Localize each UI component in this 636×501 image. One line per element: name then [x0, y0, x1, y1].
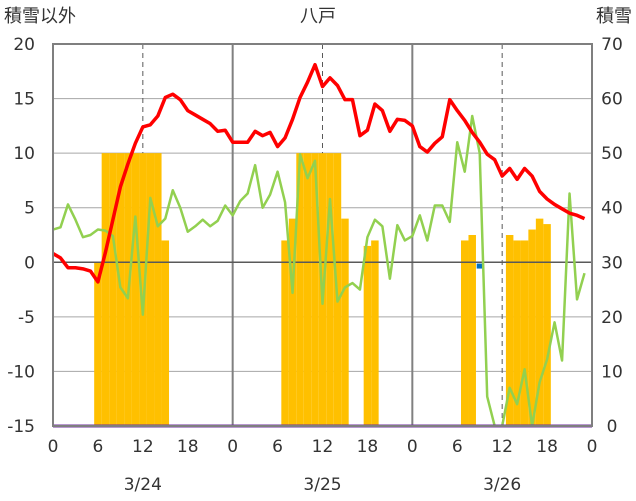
snow-bar — [513, 240, 521, 426]
x-tick-label: 18 — [177, 437, 199, 457]
y-left-tick-label: 20 — [13, 35, 35, 55]
snow-bar — [460, 240, 469, 426]
snow-bar — [94, 262, 102, 426]
snow-bar — [296, 153, 304, 426]
snow-bar — [139, 153, 147, 426]
plot-frame — [52, 43, 593, 427]
y-left-tick-label: 10 — [13, 144, 35, 164]
y-right-tick-label: 30 — [601, 253, 623, 273]
x-tick-label: 0 — [587, 437, 598, 457]
y-right-tick-label: 40 — [601, 199, 623, 219]
y-left-tick-label: 15 — [13, 90, 35, 110]
y-left-tick-label: -10 — [7, 362, 35, 382]
x-tick-label: 6 — [452, 437, 463, 457]
date-label: 3/26 — [483, 475, 521, 495]
snow-bar — [281, 240, 289, 426]
snow-bar — [303, 153, 312, 426]
y-left-tick-label: 0 — [24, 253, 35, 273]
plot-border — [52, 43, 593, 427]
left-axis-title: 積雪以外 — [4, 6, 76, 27]
x-tick-label: 18 — [357, 437, 379, 457]
snow-bar — [363, 245, 372, 426]
date-label: 3/24 — [124, 475, 162, 495]
snow-bar — [468, 235, 476, 426]
snow-bar — [371, 240, 379, 426]
x-tick-label: 0 — [227, 437, 238, 457]
snow-bar — [505, 235, 514, 426]
date-label: 3/25 — [303, 475, 341, 495]
y-left-tick-label: -5 — [18, 308, 35, 328]
snow-bar — [520, 240, 529, 426]
y-right-tick-label: 60 — [601, 90, 623, 110]
y-left-tick-label: -15 — [7, 417, 35, 437]
temperature-line — [52, 62, 586, 284]
snow-bar — [146, 153, 155, 426]
y-right-tick-label: 70 — [601, 35, 623, 55]
snow-bar — [535, 218, 544, 426]
snow-bar — [341, 218, 349, 426]
x-tick-label: 6 — [93, 437, 104, 457]
y-left-tick-label: 5 — [24, 199, 35, 219]
snow-bar — [109, 153, 117, 426]
y-right-tick-label: 0 — [607, 417, 618, 437]
chart-title: 八戸 — [300, 6, 336, 27]
snow-bar — [154, 153, 162, 426]
x-tick-label: 12 — [132, 437, 154, 457]
right-axis-title: 積雪 — [596, 6, 632, 27]
y-right-tick-label: 20 — [601, 308, 623, 328]
snow-bar — [131, 153, 140, 426]
x-tick-label: 12 — [312, 437, 334, 457]
snow-bar — [528, 229, 536, 426]
precip-marker — [476, 263, 483, 269]
x-tick-label: 0 — [407, 437, 418, 457]
x-tick-label: 0 — [48, 437, 59, 457]
y-right-tick-label: 50 — [601, 144, 623, 164]
y-right-tick-label: 10 — [601, 362, 623, 382]
x-tick-label: 6 — [272, 437, 283, 457]
snow-bar — [326, 153, 334, 426]
snow-bar — [311, 153, 319, 426]
x-tick-label: 18 — [536, 437, 558, 457]
snow-bar — [543, 224, 551, 426]
snow-bar — [161, 240, 170, 426]
x-tick-label: 12 — [491, 437, 513, 457]
snow-bar — [288, 218, 297, 426]
snow-bar — [101, 153, 110, 426]
